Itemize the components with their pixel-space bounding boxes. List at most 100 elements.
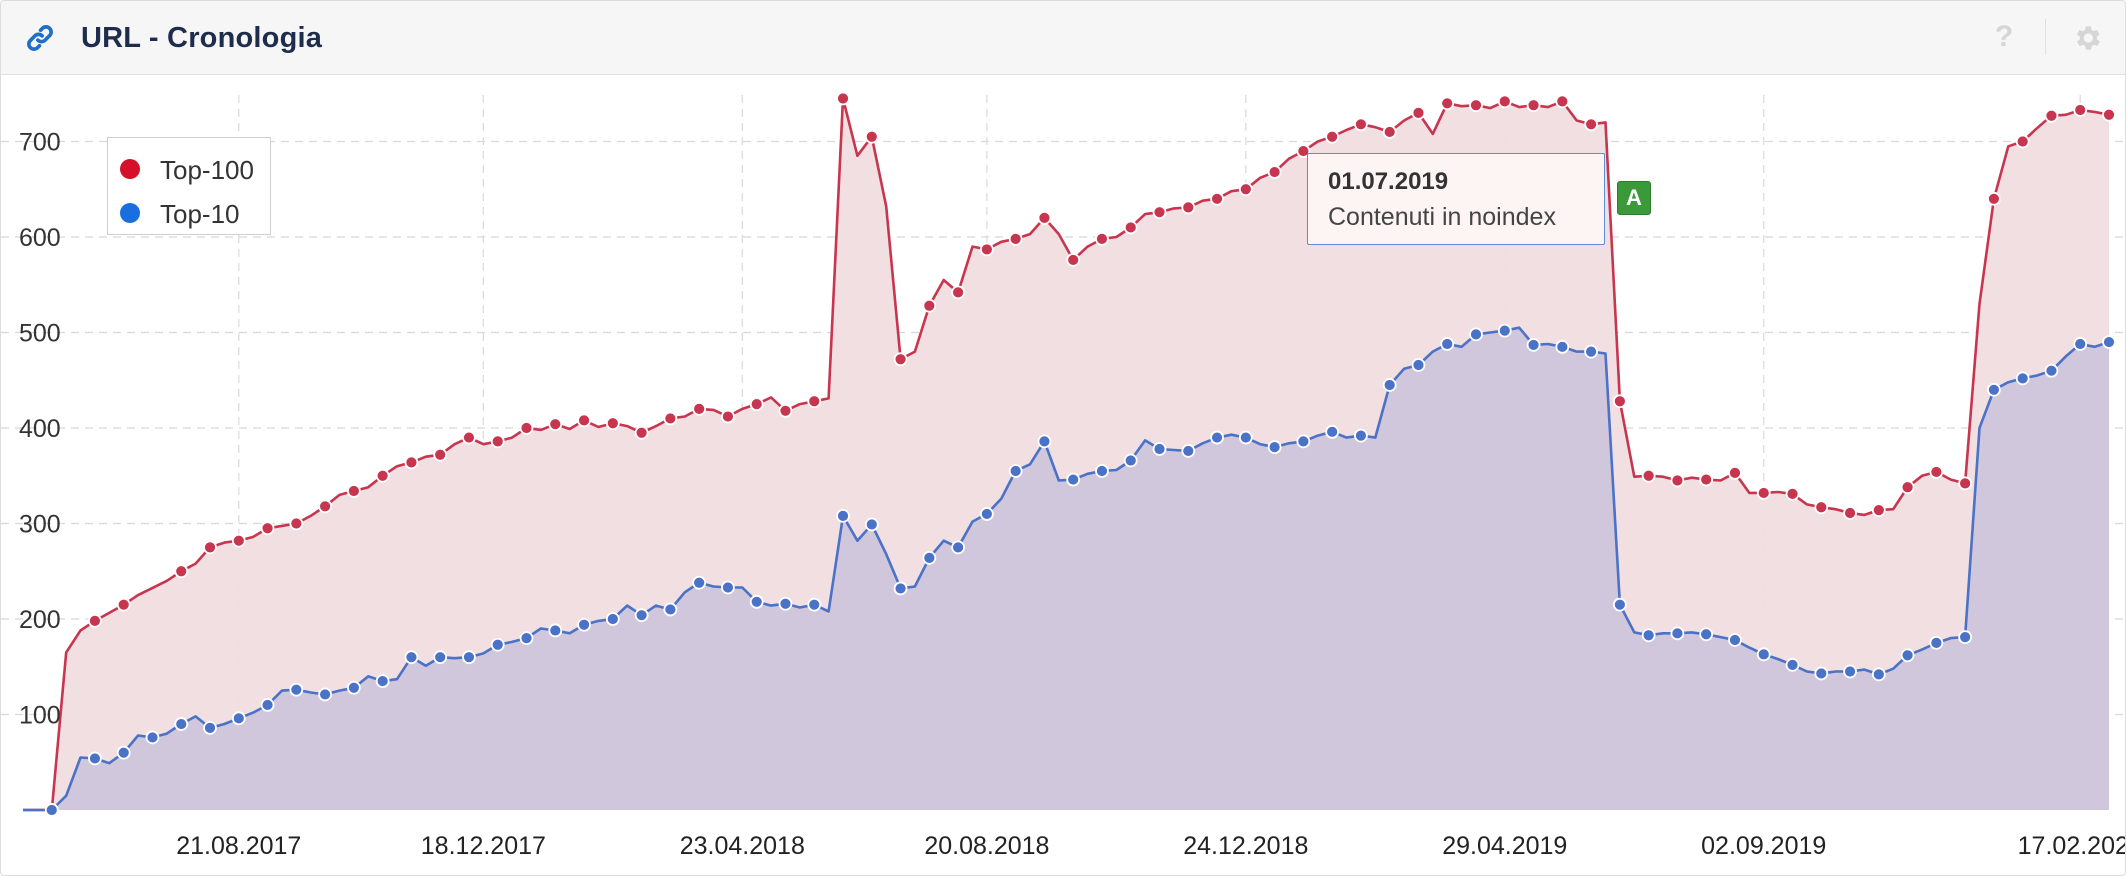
point-top-100[interactable]: [1325, 129, 1340, 144]
point-top-10[interactable]: [404, 650, 419, 665]
point-top-100[interactable]: [1440, 96, 1455, 111]
point-top-10[interactable]: [1814, 666, 1829, 681]
point-top-10[interactable]: [203, 720, 217, 735]
point-top-100[interactable]: [1469, 98, 1483, 113]
point-top-10[interactable]: [1066, 472, 1081, 487]
point-top-10[interactable]: [1929, 635, 1944, 650]
point-top-10[interactable]: [634, 608, 649, 623]
point-top-10[interactable]: [1008, 464, 1023, 478]
point-top-100[interactable]: [836, 91, 850, 106]
point-top-100[interactable]: [1929, 465, 1944, 479]
point-top-10[interactable]: [1037, 434, 1052, 449]
point-top-100[interactable]: [605, 416, 620, 431]
point-top-10[interactable]: [721, 580, 735, 595]
point-top-10[interactable]: [1210, 430, 1224, 445]
point-top-10[interactable]: [749, 594, 764, 609]
point-top-10[interactable]: [1987, 382, 2001, 397]
point-top-10[interactable]: [318, 687, 333, 702]
point-top-10[interactable]: [1382, 378, 1397, 392]
point-top-10[interactable]: [893, 581, 908, 596]
point-top-100[interactable]: [864, 129, 879, 144]
point-top-10[interactable]: [2073, 337, 2088, 351]
point-top-100[interactable]: [1066, 253, 1081, 267]
point-top-10[interactable]: [1670, 626, 1685, 641]
point-top-10[interactable]: [1325, 424, 1340, 439]
point-top-10[interactable]: [1843, 664, 1857, 679]
point-top-10[interactable]: [548, 623, 563, 638]
point-top-10[interactable]: [260, 698, 275, 712]
point-top-10[interactable]: [778, 596, 793, 611]
point-top-100[interactable]: [1296, 144, 1311, 158]
point-top-100[interactable]: [1382, 125, 1397, 139]
point-top-100[interactable]: [289, 516, 304, 531]
point-top-100[interactable]: [1900, 480, 1915, 495]
point-top-10[interactable]: [864, 517, 879, 532]
point-top-100[interactable]: [2015, 134, 2030, 149]
point-top-10[interactable]: [1871, 667, 1886, 682]
point-top-10[interactable]: [1181, 444, 1196, 458]
point-top-10[interactable]: [1123, 453, 1138, 468]
point-top-10[interactable]: [1296, 434, 1311, 449]
point-top-10[interactable]: [1526, 338, 1541, 352]
point-top-100[interactable]: [1728, 465, 1742, 480]
point-top-10[interactable]: [1699, 627, 1714, 642]
point-top-10[interactable]: [1728, 633, 1742, 647]
point-top-10[interactable]: [605, 612, 620, 626]
point-top-100[interactable]: [1123, 220, 1138, 235]
point-top-100[interactable]: [1152, 205, 1167, 220]
point-top-10[interactable]: [1267, 440, 1282, 455]
point-top-100[interactable]: [1555, 94, 1570, 109]
point-top-10[interactable]: [922, 550, 937, 565]
point-top-100[interactable]: [778, 403, 793, 418]
point-top-10[interactable]: [2044, 363, 2059, 378]
point-top-10[interactable]: [1152, 442, 1167, 456]
point-top-100[interactable]: [634, 425, 649, 440]
point-top-100[interactable]: [231, 533, 246, 548]
point-top-100[interactable]: [1987, 191, 2001, 206]
gear-icon[interactable]: [2071, 22, 2103, 54]
point-top-100[interactable]: [663, 411, 678, 426]
point-top-100[interactable]: [2102, 107, 2116, 122]
point-top-100[interactable]: [1497, 94, 1512, 109]
point-top-100[interactable]: [116, 597, 131, 612]
point-top-100[interactable]: [1181, 200, 1196, 215]
point-top-100[interactable]: [1641, 468, 1656, 483]
point-top-100[interactable]: [1699, 472, 1714, 487]
point-top-10[interactable]: [807, 597, 822, 612]
point-top-100[interactable]: [346, 484, 361, 498]
point-top-100[interactable]: [1871, 503, 1886, 518]
point-top-100[interactable]: [88, 614, 102, 628]
point-top-10[interactable]: [1900, 648, 1915, 663]
point-top-100[interactable]: [462, 430, 476, 445]
point-top-100[interactable]: [1354, 117, 1368, 132]
point-top-10[interactable]: [951, 540, 966, 555]
point-top-100[interactable]: [519, 421, 534, 435]
link-icon[interactable]: [23, 21, 57, 55]
point-top-10[interactable]: [836, 508, 850, 523]
point-top-10[interactable]: [1641, 628, 1656, 643]
point-top-100[interactable]: [1814, 500, 1829, 515]
point-top-100[interactable]: [1267, 165, 1282, 179]
point-top-10[interactable]: [1555, 339, 1570, 354]
point-top-100[interactable]: [893, 352, 908, 367]
point-top-10[interactable]: [2015, 371, 2030, 386]
point-top-10[interactable]: [375, 674, 390, 688]
point-top-10[interactable]: [1612, 597, 1627, 612]
point-top-100[interactable]: [203, 540, 217, 555]
point-top-10[interactable]: [174, 717, 189, 731]
point-top-10[interactable]: [1584, 344, 1598, 359]
point-top-10[interactable]: [462, 650, 476, 665]
point-top-10[interactable]: [519, 631, 534, 645]
point-top-10[interactable]: [1440, 337, 1455, 351]
point-top-100[interactable]: [577, 413, 591, 428]
point-top-10[interactable]: [88, 751, 102, 766]
point-top-100[interactable]: [951, 285, 966, 300]
point-top-10[interactable]: [1354, 428, 1368, 443]
point-top-10[interactable]: [1095, 464, 1109, 478]
point-top-10[interactable]: [1411, 358, 1426, 372]
point-top-10[interactable]: [1469, 327, 1483, 342]
point-top-100[interactable]: [1584, 117, 1598, 132]
point-top-10[interactable]: [663, 602, 678, 617]
point-top-10[interactable]: [490, 637, 505, 652]
point-top-10[interactable]: [145, 730, 160, 745]
